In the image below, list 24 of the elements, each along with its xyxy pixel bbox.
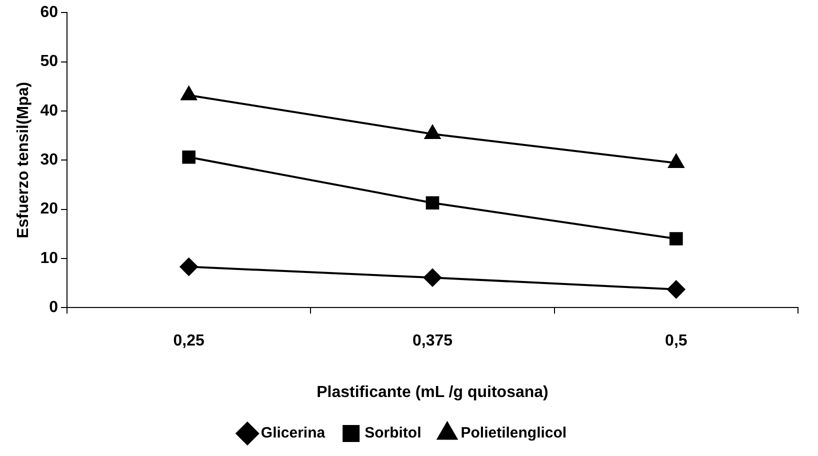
x-tick-label: 0,25 [173,332,205,350]
y-tick-label: 30 [40,152,58,169]
point [180,258,198,276]
point [180,86,197,100]
point [182,150,196,164]
point [670,232,683,246]
y-tick-label: 20 [40,200,58,218]
y-tick-label: 60 [40,4,58,22]
point [424,268,442,287]
legend-label: Sorbitol [364,424,422,442]
y-tick-label: 10 [40,250,58,267]
x-tick-label: 0,375 [412,332,453,350]
x-tick-label: 0,5 [665,332,688,350]
point [426,196,440,210]
y-tick-label: 50 [40,53,58,70]
y-tick-label: 0 [49,299,58,316]
point [667,280,686,298]
x-axis-title: Plastificante (mL /g quitosana) [316,384,548,401]
point [424,125,440,140]
y-axis-title: Esfuerzo tensil(Mpa) [15,82,32,238]
point [668,154,684,168]
y-tick-label: 40 [40,102,58,120]
legend-label: Polietilenglicol [460,424,567,442]
legend-label: Glicerina [260,424,326,442]
